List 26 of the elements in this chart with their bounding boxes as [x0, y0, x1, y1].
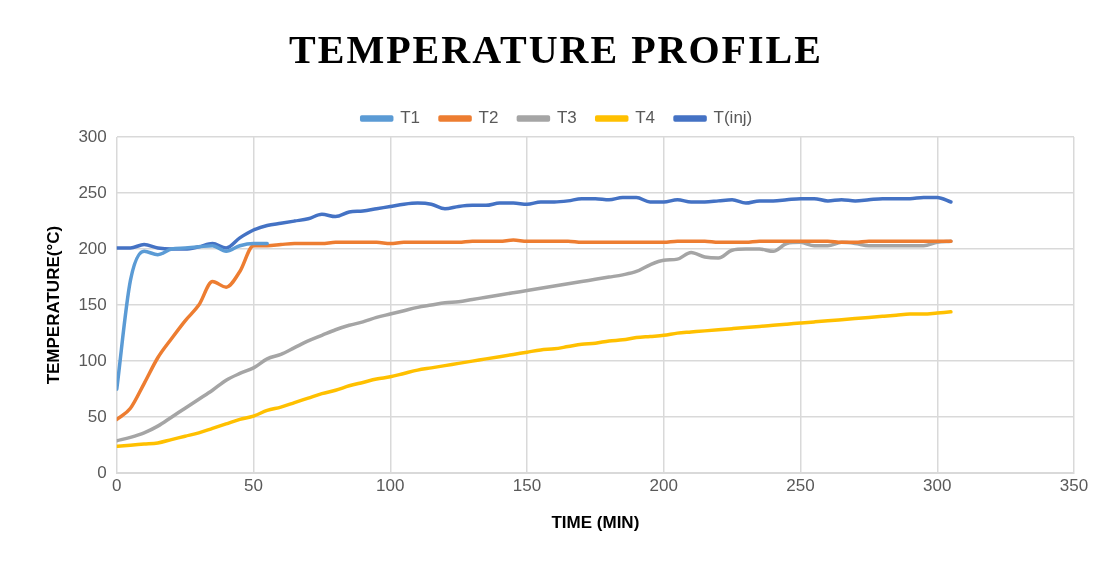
x-tick-label: 150 — [512, 476, 542, 496]
y-tick-label: 50 — [87, 406, 107, 426]
y-tick-label: 300 — [78, 126, 107, 146]
chart-title: TEMPERATURE PROFILE — [288, 26, 824, 73]
y-tick-label: 200 — [78, 238, 107, 258]
x-tick-label: 100 — [376, 476, 405, 496]
y-tick-label: 250 — [78, 182, 107, 202]
line-series — [116, 310, 953, 449]
legend-label: T4 — [635, 108, 656, 128]
x-tick-label: 200 — [649, 476, 678, 496]
x-tick-label: 300 — [923, 476, 952, 496]
line-series — [116, 195, 953, 251]
y-tick-label: 100 — [78, 350, 107, 370]
y-tick-label: 150 — [78, 294, 107, 314]
line-series — [116, 241, 269, 391]
y-axis-title: TEMPERATURE(°C) — [43, 225, 63, 385]
x-tick-label: 0 — [112, 476, 122, 496]
x-tick-label: 50 — [244, 476, 263, 496]
legend-label: T(inj) — [713, 108, 753, 128]
y-tick-label: 0 — [97, 462, 107, 482]
x-tick-label: 250 — [786, 476, 815, 496]
x-tick-label: 350 — [1059, 476, 1089, 496]
x-axis-title: TIME (MIN) — [551, 513, 640, 533]
legend-label: T3 — [556, 108, 577, 128]
legend-label: T2 — [478, 108, 499, 128]
legend-label: T1 — [400, 108, 421, 128]
